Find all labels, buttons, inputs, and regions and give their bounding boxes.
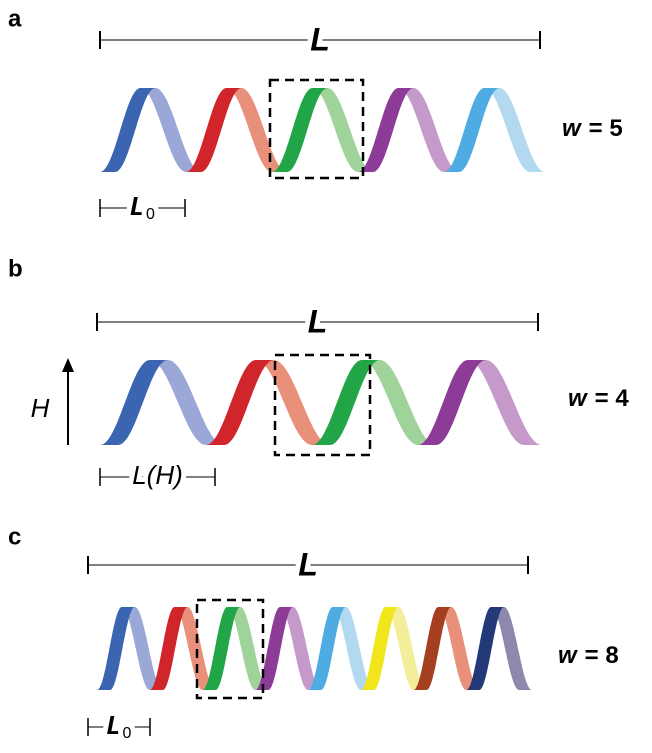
helix-strand-front bbox=[444, 88, 499, 172]
period-label: L0 bbox=[107, 710, 132, 742]
helix-strand-back bbox=[150, 360, 224, 445]
helix-strand-front bbox=[418, 360, 486, 445]
panel-label: b bbox=[8, 255, 23, 282]
helix-strand-back bbox=[362, 360, 436, 445]
helix-strand-front bbox=[272, 88, 327, 172]
period-label: L(H) bbox=[132, 460, 183, 490]
helix-strand-back bbox=[140, 88, 201, 172]
helix-strand-back bbox=[468, 360, 542, 445]
helix-strand-front bbox=[358, 88, 413, 172]
span-label halo: L bbox=[298, 546, 318, 582]
width-symbol: w bbox=[568, 385, 588, 412]
width-rest: = 5 bbox=[589, 115, 623, 142]
helix-strand-front bbox=[206, 360, 274, 445]
helix-strand-front bbox=[100, 360, 168, 445]
helix-strand-front bbox=[186, 88, 241, 172]
width-label: w = 5 bbox=[562, 115, 623, 142]
field-label: H bbox=[31, 393, 50, 423]
width-label: w = 4 bbox=[568, 385, 629, 412]
helix-strand-back bbox=[226, 88, 287, 172]
helix-strand-back bbox=[484, 88, 545, 172]
width-rest: = 4 bbox=[595, 385, 630, 412]
period-text: L(H) bbox=[132, 460, 183, 490]
width-symbol: w bbox=[558, 642, 578, 669]
panel-label: a bbox=[8, 5, 22, 32]
width-rest: = 8 bbox=[585, 642, 619, 669]
panel-label: c bbox=[8, 523, 21, 550]
period-label: L0 bbox=[130, 191, 155, 223]
width-label: w = 8 bbox=[558, 642, 619, 669]
period-symbol: L bbox=[130, 191, 146, 221]
period-subscript: 0 bbox=[122, 725, 131, 742]
period-symbol: L bbox=[107, 710, 123, 740]
helix-strand-back bbox=[398, 88, 459, 172]
span-label halo: L bbox=[308, 303, 328, 339]
width-symbol: w bbox=[562, 115, 582, 142]
arrow-head bbox=[62, 358, 74, 372]
helix-strand-back bbox=[256, 360, 330, 445]
span-label halo: L bbox=[310, 21, 330, 57]
helix-strand-front bbox=[100, 88, 155, 172]
period-subscript: 0 bbox=[146, 206, 155, 223]
